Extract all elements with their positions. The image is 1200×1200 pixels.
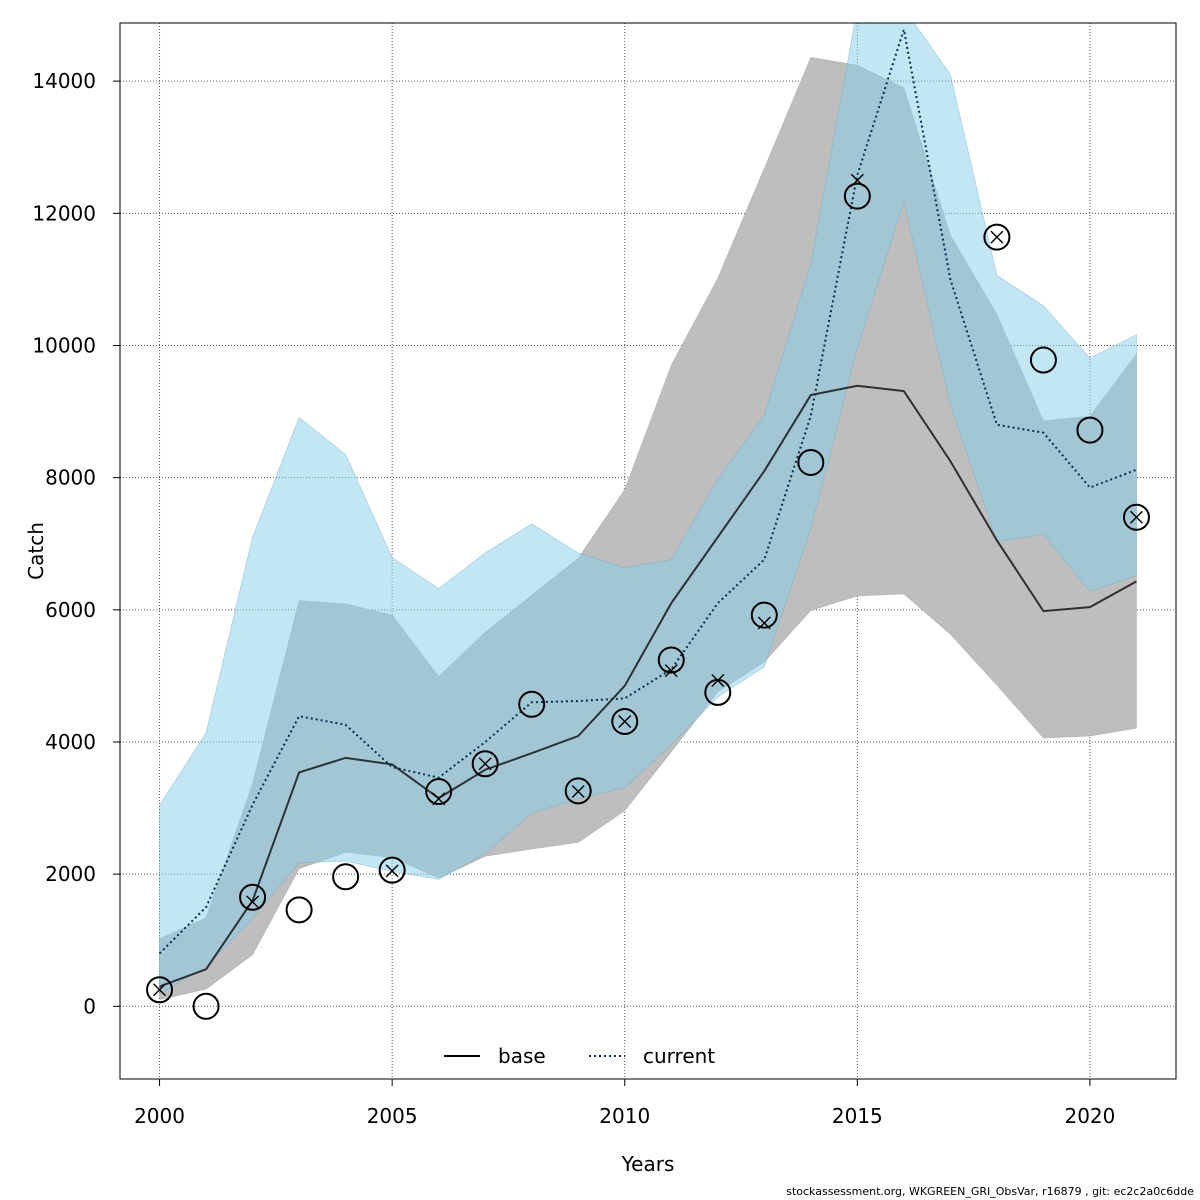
predicted-mark-2012 bbox=[711, 674, 725, 688]
x-tick-label-2010: 2010 bbox=[599, 1104, 650, 1128]
observation-point-2000 bbox=[146, 976, 174, 1004]
observation-point-2020 bbox=[1076, 416, 1104, 444]
y-axis: 0 2000 4000 6000 8000 10000 12000 14000 bbox=[32, 69, 120, 1018]
x-axis-title: Years bbox=[621, 1152, 675, 1176]
line-current bbox=[158, 29, 1137, 955]
x-tick-label-2020: 2020 bbox=[1064, 1104, 1115, 1128]
x-tick-label-2015: 2015 bbox=[832, 1104, 883, 1128]
predicted-mark-2000 bbox=[153, 983, 167, 997]
y-tick-label-8000: 8000 bbox=[45, 466, 96, 490]
observation-point-2015 bbox=[843, 182, 871, 210]
observation-point-2008 bbox=[518, 690, 546, 718]
data-points bbox=[146, 173, 1150, 1020]
plot-frame bbox=[119, 22, 1177, 1080]
observation-point-2019 bbox=[1029, 346, 1057, 374]
observation-point-2010 bbox=[611, 707, 639, 735]
observation-point-2021 bbox=[1122, 503, 1150, 531]
observation-point-2004 bbox=[332, 863, 360, 891]
observation-point-2014 bbox=[797, 448, 825, 476]
predicted-mark-2005 bbox=[385, 864, 399, 878]
legend: base current bbox=[444, 1044, 715, 1068]
x-tick-label-2005: 2005 bbox=[367, 1104, 418, 1128]
observation-point-2001 bbox=[192, 992, 220, 1020]
x-axis: 2000 2005 2010 2015 2020 bbox=[134, 1079, 1115, 1128]
predicted-mark-2013 bbox=[757, 616, 771, 630]
observation-point-2007 bbox=[471, 750, 499, 778]
y-tick-label-2000: 2000 bbox=[45, 862, 96, 886]
observation-point-2013 bbox=[750, 601, 778, 629]
y-tick-label-14000: 14000 bbox=[32, 69, 96, 93]
y-tick-label-0: 0 bbox=[83, 994, 96, 1018]
x-tick-label-2000: 2000 bbox=[134, 1104, 185, 1128]
y-tick-label-6000: 6000 bbox=[45, 598, 96, 622]
predicted-mark-2009 bbox=[571, 785, 585, 799]
legend-current-label: current bbox=[643, 1044, 715, 1068]
observation-point-2009 bbox=[564, 777, 592, 805]
observation-point-2011 bbox=[657, 646, 685, 674]
line-base bbox=[159, 384, 1137, 988]
y-tick-label-12000: 12000 bbox=[32, 201, 96, 225]
y-axis-title: Catch bbox=[24, 522, 48, 580]
predicted-mark-2021 bbox=[1129, 510, 1143, 524]
predicted-mark-2010 bbox=[618, 714, 632, 728]
predicted-mark-2015 bbox=[850, 173, 864, 187]
band-current bbox=[159, 23, 1137, 995]
footer-note: stockassessment.org, WKGREEN_GRI_ObsVar,… bbox=[786, 1185, 1194, 1198]
predicted-mark-2011 bbox=[664, 664, 678, 678]
observation-point-2002 bbox=[239, 883, 267, 911]
observation-point-2006 bbox=[425, 778, 453, 806]
observation-point-2005 bbox=[378, 856, 406, 884]
observation-point-2018 bbox=[983, 223, 1011, 251]
predicted-mark-2002 bbox=[246, 895, 260, 909]
observation-point-2003 bbox=[285, 896, 313, 924]
series-lines bbox=[158, 29, 1137, 988]
predicted-mark-2006 bbox=[432, 792, 446, 806]
legend-base-label: base bbox=[498, 1044, 546, 1068]
y-tick-label-4000: 4000 bbox=[45, 730, 96, 754]
predicted-mark-2018 bbox=[990, 230, 1004, 244]
predicted-mark-2007 bbox=[478, 757, 492, 771]
confidence-bands bbox=[159, 23, 1137, 1001]
y-tick-label-10000: 10000 bbox=[32, 333, 96, 357]
